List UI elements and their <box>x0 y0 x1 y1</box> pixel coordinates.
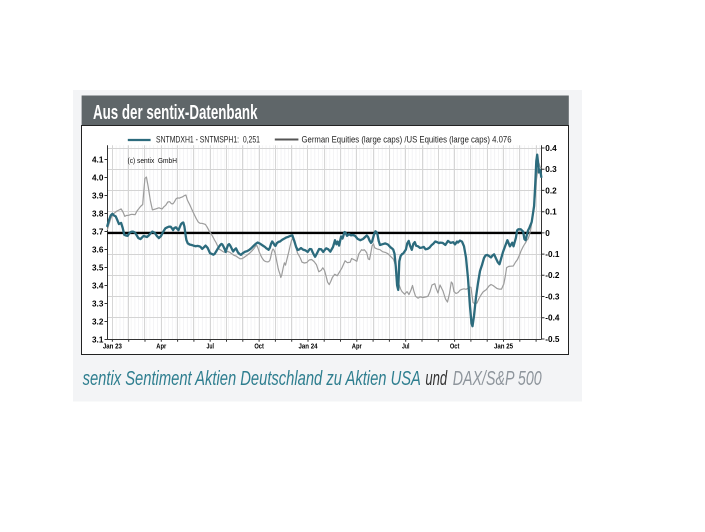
svg-text:German Equities (large caps) /: German Equities (large caps) /US Equitie… <box>302 135 512 146</box>
svg-text:-0.5: -0.5 <box>545 335 560 344</box>
svg-text:3.4: 3.4 <box>92 281 104 290</box>
svg-text:3.9: 3.9 <box>92 191 104 200</box>
svg-text:Apr: Apr <box>352 341 362 350</box>
svg-text:Aus der sentix-Datenbank: Aus der sentix-Datenbank <box>93 102 258 124</box>
svg-text:4.0: 4.0 <box>92 173 104 182</box>
svg-text:-0.4: -0.4 <box>545 314 560 323</box>
svg-text:(c) sentix GmbH: (c) sentix GmbH <box>128 158 178 165</box>
svg-text:3.1: 3.1 <box>92 335 104 344</box>
svg-text:0.2: 0.2 <box>545 186 557 195</box>
svg-text:und: und <box>425 368 447 390</box>
svg-text:Jan 24: Jan 24 <box>299 341 319 350</box>
svg-text:0: 0 <box>545 229 550 238</box>
svg-text:4.1: 4.1 <box>92 155 104 164</box>
svg-text:3.7: 3.7 <box>92 227 104 236</box>
svg-text:Oct: Oct <box>450 341 460 350</box>
svg-text:3.2: 3.2 <box>92 317 104 326</box>
svg-text:3.5: 3.5 <box>92 263 104 272</box>
svg-text:-0.1: -0.1 <box>545 250 560 259</box>
svg-text:Jan 25: Jan 25 <box>494 341 513 350</box>
svg-text:0.4: 0.4 <box>545 144 557 153</box>
svg-text:Jul: Jul <box>402 341 410 350</box>
svg-text:Jan 23: Jan 23 <box>103 341 122 350</box>
svg-text:Jul: Jul <box>206 341 214 350</box>
svg-text:-0.2: -0.2 <box>545 271 560 280</box>
svg-text:Oct: Oct <box>254 341 264 350</box>
svg-text:0.3: 0.3 <box>545 165 557 174</box>
svg-text:0.1: 0.1 <box>545 208 557 217</box>
svg-text:3.3: 3.3 <box>92 299 104 308</box>
svg-text:Apr: Apr <box>156 341 166 350</box>
svg-text:3.6: 3.6 <box>92 245 104 254</box>
svg-text:SNTMDXH1 - SNTMSPH1: 0,251: SNTMDXH1 - SNTMSPH1: 0,251 <box>156 135 260 146</box>
svg-text:sentix Sentiment Aktien Deutsc: sentix Sentiment Aktien Deutschland zu A… <box>83 368 421 390</box>
svg-text:3.8: 3.8 <box>92 209 104 218</box>
svg-text:-0.3: -0.3 <box>545 292 560 301</box>
svg-text:DAX/S&P 500: DAX/S&P 500 <box>453 368 542 390</box>
